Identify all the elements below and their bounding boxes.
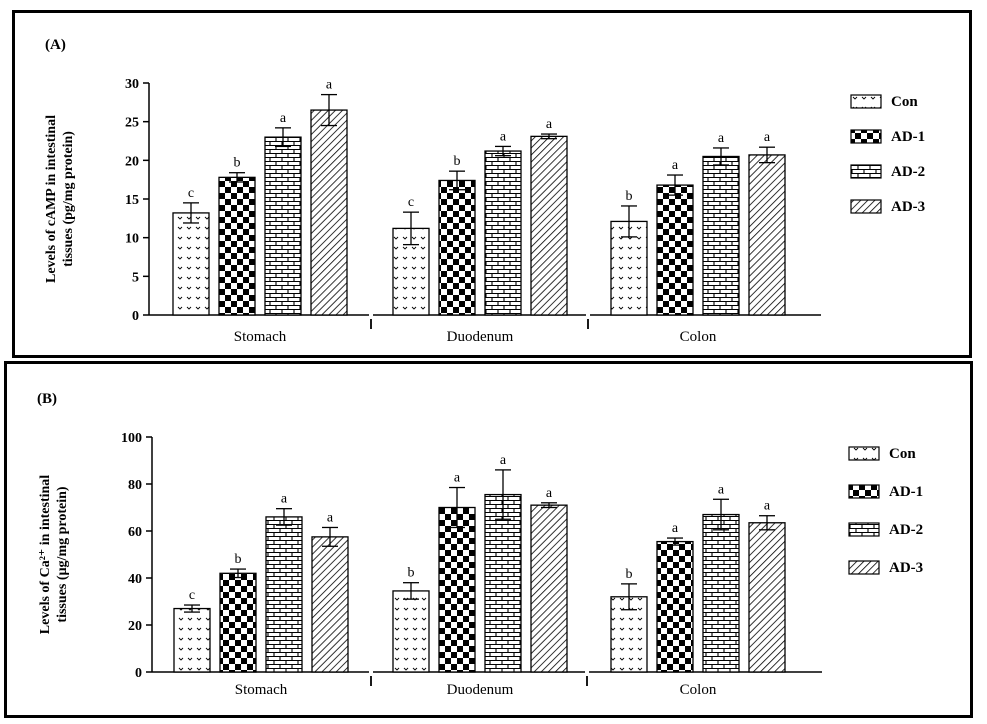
legend-label-ad-1: AD-1 xyxy=(891,129,925,145)
bar-ad-1-colon xyxy=(656,184,694,316)
panel-b: (B) Levels of Ca²⁺ in intestinal tissues (… xyxy=(4,361,973,718)
y-axis-label-line1: Levels of cAMP in intestinal xyxy=(44,115,59,283)
y-axis-label-line2: tissues (pg/mg protein) xyxy=(61,131,76,267)
bar-ad-2-duodenum xyxy=(484,493,522,673)
legend-label-ad-3: AD-3 xyxy=(891,199,925,215)
bar-ad-1-duodenum xyxy=(438,506,476,673)
x-category-label: Colon xyxy=(680,329,717,345)
x-category-label: Colon xyxy=(680,682,717,698)
chart-b: (B) Levels of Ca²⁺ in intestinal tissues (… xyxy=(37,391,923,698)
bar-con-stomach xyxy=(173,607,211,673)
significance-letter: b xyxy=(626,567,633,582)
significance-letter: a xyxy=(718,131,725,146)
legend-label-ad-2: AD-2 xyxy=(889,522,923,538)
bar-con-stomach xyxy=(172,212,210,316)
y-tick-label: 20 xyxy=(125,154,139,169)
significance-letter: c xyxy=(408,195,414,210)
bar-ad-3-colon xyxy=(748,154,786,316)
significance-letter: a xyxy=(672,521,679,536)
y-axis-label-line1: Levels of Ca²⁺ in intestinal xyxy=(38,475,53,634)
significance-letter: a xyxy=(718,482,725,497)
legend-label-con: Con xyxy=(889,446,916,462)
significance-letter: a xyxy=(546,486,553,501)
legend-swatch-ad-3 xyxy=(848,560,880,575)
bar-ad-2-stomach xyxy=(264,136,302,316)
significance-letter: b xyxy=(234,156,241,171)
y-tick-label: 40 xyxy=(128,572,142,587)
significance-letter: a xyxy=(672,158,679,173)
y-tick-label: 15 xyxy=(125,193,139,208)
significance-letter: a xyxy=(546,117,553,132)
significance-letter: a xyxy=(281,492,288,507)
bar-con-duodenum xyxy=(392,590,430,673)
y-tick-label: 5 xyxy=(132,270,139,285)
bar-ad-3-duodenum xyxy=(530,504,568,673)
x-category-label: Duodenum xyxy=(447,329,514,345)
significance-letter: b xyxy=(626,189,633,204)
significance-letter: c xyxy=(189,588,195,603)
legend-swatch-ad-3 xyxy=(850,199,882,214)
significance-letter: a xyxy=(454,471,461,486)
significance-letter: a xyxy=(327,510,334,525)
legend-swatch-ad-1 xyxy=(850,129,882,144)
y-tick-label: 100 xyxy=(121,431,142,446)
bar-ad-1-colon xyxy=(656,540,694,673)
legend-swatch-con xyxy=(850,94,882,109)
legend-label-con: Con xyxy=(891,94,918,110)
bar-ad-3-stomach xyxy=(310,109,348,316)
bar-ad-1-stomach xyxy=(219,572,257,673)
significance-letter: a xyxy=(500,453,507,468)
significance-letter: b xyxy=(454,154,461,169)
significance-letter: b xyxy=(235,552,242,567)
significance-letter: a xyxy=(764,499,771,514)
significance-letter: a xyxy=(280,111,287,126)
legend-swatch-ad-2 xyxy=(850,164,882,179)
significance-letter: a xyxy=(326,78,333,93)
y-tick-label: 25 xyxy=(125,116,139,131)
y-tick-label: 30 xyxy=(125,77,139,92)
y-tick-label: 0 xyxy=(132,309,139,324)
y-tick-label: 20 xyxy=(128,619,142,634)
panel-label: (B) xyxy=(37,391,57,407)
y-tick-label: 10 xyxy=(125,232,139,247)
y-axis-label-line2: tissues (µg/mg protein) xyxy=(55,486,70,622)
significance-letter: a xyxy=(500,129,507,144)
significance-letter: c xyxy=(188,186,194,201)
y-tick-label: 0 xyxy=(135,666,142,681)
bar-ad-2-duodenum xyxy=(484,150,522,316)
legend-swatch-con xyxy=(848,446,880,461)
panel-label: (A) xyxy=(45,37,66,53)
significance-letter: a xyxy=(764,130,771,145)
legend-label-ad-2: AD-2 xyxy=(891,164,925,180)
bar-ad-3-colon xyxy=(748,522,786,673)
bar-ad-2-stomach xyxy=(265,516,303,673)
legend-swatch-ad-1 xyxy=(848,484,880,499)
bar-ad-2-colon xyxy=(702,513,740,673)
bar-ad-3-stomach xyxy=(311,536,349,673)
bar-ad-1-duodenum xyxy=(438,179,476,316)
bar-ad-2-colon xyxy=(702,155,740,316)
x-category-label: Stomach xyxy=(235,682,288,698)
x-category-label: Duodenum xyxy=(447,682,514,698)
y-tick-label: 60 xyxy=(128,525,142,540)
y-tick-label: 80 xyxy=(128,478,142,493)
x-category-label: Stomach xyxy=(234,329,287,345)
bar-ad-3-duodenum xyxy=(530,135,568,316)
chart-a: (A) Levels of cAMP in intestinal tissues (… xyxy=(44,37,925,345)
legend-label-ad-3: AD-3 xyxy=(889,560,923,576)
legend-label-ad-1: AD-1 xyxy=(889,484,923,500)
significance-letter: b xyxy=(408,566,415,581)
legend-swatch-ad-2 xyxy=(848,522,880,537)
bar-ad-1-stomach xyxy=(218,176,256,316)
panel-a: (A) Levels of cAMP in intestinal tissues (… xyxy=(12,10,972,358)
